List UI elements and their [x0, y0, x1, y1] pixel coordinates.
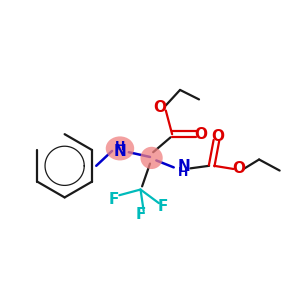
- Text: O: O: [194, 127, 207, 142]
- Text: O: O: [154, 100, 166, 116]
- Text: O: O: [232, 161, 245, 176]
- Ellipse shape: [140, 147, 163, 169]
- Text: F: F: [135, 207, 146, 222]
- Text: O: O: [212, 129, 224, 144]
- Text: H: H: [115, 140, 125, 153]
- Text: N: N: [177, 159, 190, 174]
- Text: F: F: [109, 191, 119, 206]
- Ellipse shape: [106, 136, 134, 160]
- Text: H: H: [178, 166, 189, 179]
- Text: N: N: [114, 144, 126, 159]
- Text: F: F: [158, 200, 168, 214]
